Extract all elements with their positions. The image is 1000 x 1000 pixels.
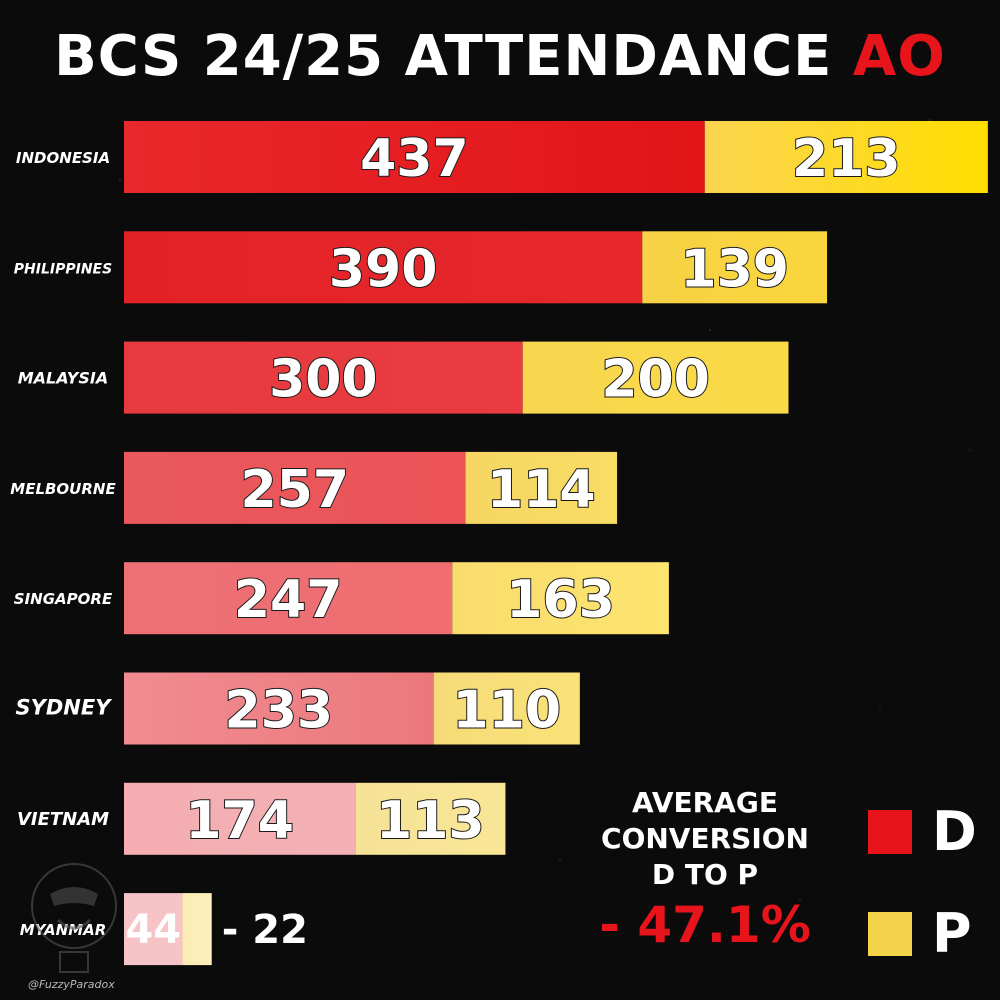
chart-title: BCS 24/25 ATTENDANCE AO <box>0 22 1000 92</box>
data-label-d: 247 <box>234 570 343 630</box>
bar-d <box>124 893 183 966</box>
category-label: INDONESIA <box>16 149 110 167</box>
bar-p <box>642 231 828 304</box>
bar-d <box>124 562 453 635</box>
data-label-d: 44 <box>125 907 181 953</box>
bar-d <box>124 451 466 524</box>
data-label-d: 390 <box>329 239 438 299</box>
data-label-d: 233 <box>225 681 334 741</box>
data-label-p: 213 <box>792 129 901 189</box>
bar-p <box>182 893 212 966</box>
legend-swatch-d <box>868 810 912 854</box>
category-label: MALAYSIA <box>18 369 109 388</box>
data-label-p: 163 <box>506 570 615 630</box>
category-label: MELBOURNE <box>10 480 116 498</box>
bar-d <box>124 121 705 193</box>
category-label: PHILIPPINES <box>14 261 112 277</box>
data-label-d: 300 <box>269 350 378 410</box>
chart-title-accent: AO <box>852 24 946 89</box>
legend-label-d: D <box>932 800 977 863</box>
data-label-p: 200 <box>601 350 710 410</box>
data-label-p: - 22 <box>222 907 308 953</box>
category-label: VIETNAM <box>17 809 109 830</box>
bar-p <box>355 782 506 855</box>
category-label: SINGAPORE <box>14 590 113 608</box>
bar-d <box>124 341 523 414</box>
bar-p <box>433 672 580 745</box>
average-line-3: D TO P <box>651 858 759 891</box>
data-label-p: 114 <box>487 460 596 520</box>
bar-d <box>124 672 434 745</box>
average-line-2: CONVERSION <box>601 822 809 855</box>
legend-label-p: P <box>932 902 972 965</box>
bar-p <box>465 451 618 524</box>
average-line-1: AVERAGE <box>632 786 778 819</box>
bar-p <box>522 341 789 414</box>
bar-p <box>452 562 669 635</box>
legend-swatch-p <box>868 912 912 956</box>
mascot-watermark-icon <box>31 863 117 973</box>
data-label-d: 257 <box>241 460 350 520</box>
data-label-d: 437 <box>360 129 469 189</box>
average-conversion-value: - 47.1% <box>599 896 811 954</box>
bar-p <box>704 121 988 193</box>
category-label: SYDNEY <box>16 696 113 720</box>
bar-d <box>124 231 643 304</box>
data-label-p: 139 <box>680 239 789 299</box>
chart-title-main: BCS 24/25 ATTENDANCE <box>54 24 833 89</box>
watermark-handle: @FuzzyParadox <box>28 978 115 991</box>
bar-d <box>124 782 356 855</box>
average-conversion-label: AVERAGE CONVERSION D TO P <box>585 785 825 893</box>
data-label-d: 174 <box>185 791 294 851</box>
data-label-p: 113 <box>376 791 485 851</box>
data-label-p: 110 <box>452 681 561 741</box>
